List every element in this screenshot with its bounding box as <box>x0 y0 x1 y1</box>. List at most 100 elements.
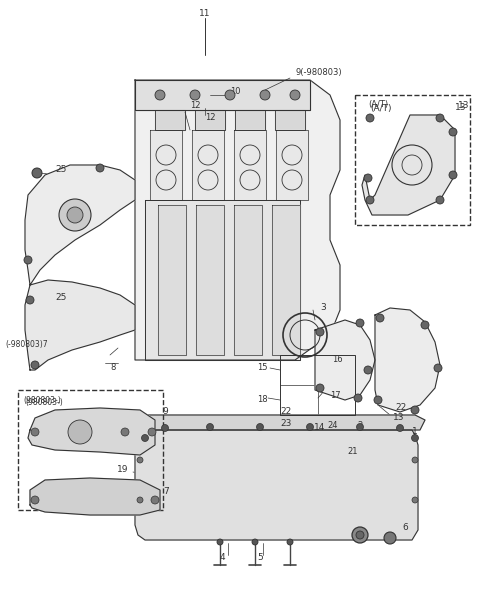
Text: (-980803)7: (-980803)7 <box>5 340 48 350</box>
Text: 23: 23 <box>281 418 292 428</box>
Circle shape <box>436 196 444 204</box>
Text: 25: 25 <box>55 293 66 301</box>
Circle shape <box>316 384 324 392</box>
Text: 21: 21 <box>348 447 358 456</box>
Circle shape <box>366 196 374 204</box>
Polygon shape <box>135 80 310 110</box>
Circle shape <box>137 457 143 463</box>
Polygon shape <box>155 110 185 130</box>
Circle shape <box>142 434 148 442</box>
Polygon shape <box>135 430 418 540</box>
Polygon shape <box>128 415 425 430</box>
Circle shape <box>290 90 300 100</box>
Circle shape <box>260 90 270 100</box>
Circle shape <box>449 171 457 179</box>
Circle shape <box>68 420 92 444</box>
Polygon shape <box>315 320 375 400</box>
Circle shape <box>148 428 156 436</box>
Text: 25: 25 <box>55 165 66 174</box>
Text: 9: 9 <box>162 407 168 417</box>
Circle shape <box>151 496 159 504</box>
Circle shape <box>256 423 264 431</box>
Text: 10: 10 <box>230 87 240 96</box>
Circle shape <box>225 90 235 100</box>
Circle shape <box>364 174 372 182</box>
Polygon shape <box>192 130 224 200</box>
Text: 6: 6 <box>402 523 408 531</box>
Text: 20: 20 <box>117 484 128 492</box>
Circle shape <box>67 207 83 223</box>
Polygon shape <box>234 205 262 355</box>
Circle shape <box>411 434 419 442</box>
Text: 8: 8 <box>110 364 115 373</box>
Circle shape <box>137 497 143 503</box>
Circle shape <box>121 428 129 436</box>
Circle shape <box>396 425 404 431</box>
Polygon shape <box>276 130 308 200</box>
Text: 3: 3 <box>320 303 326 312</box>
Circle shape <box>24 256 32 264</box>
Circle shape <box>411 406 419 414</box>
Text: (980803-): (980803-) <box>23 395 61 404</box>
Circle shape <box>161 425 168 431</box>
Circle shape <box>436 114 444 122</box>
Circle shape <box>384 532 396 544</box>
Text: 4: 4 <box>219 553 225 562</box>
Bar <box>280 355 355 415</box>
Circle shape <box>412 457 418 463</box>
Polygon shape <box>196 205 224 355</box>
Circle shape <box>434 364 442 372</box>
Text: 14: 14 <box>314 423 326 432</box>
Circle shape <box>374 396 382 404</box>
Text: 17: 17 <box>330 390 341 400</box>
Circle shape <box>252 539 258 545</box>
Circle shape <box>316 328 324 336</box>
Text: 13: 13 <box>455 104 467 112</box>
Text: 13: 13 <box>458 101 469 110</box>
Circle shape <box>366 114 374 122</box>
Circle shape <box>352 527 368 543</box>
Circle shape <box>31 361 39 369</box>
Circle shape <box>412 497 418 503</box>
Polygon shape <box>145 200 300 360</box>
Circle shape <box>31 428 39 436</box>
Text: 2: 2 <box>358 422 362 431</box>
Circle shape <box>307 423 313 431</box>
Text: 22: 22 <box>281 406 292 415</box>
Text: 7: 7 <box>163 487 169 497</box>
Polygon shape <box>362 115 455 215</box>
Bar <box>18 390 163 510</box>
Text: 18: 18 <box>257 395 268 404</box>
Polygon shape <box>158 205 186 355</box>
Text: 12: 12 <box>190 101 200 110</box>
Circle shape <box>376 314 384 322</box>
Circle shape <box>96 164 104 172</box>
Polygon shape <box>25 165 135 285</box>
Text: 12: 12 <box>205 113 215 123</box>
Polygon shape <box>25 280 135 370</box>
Text: 5: 5 <box>257 553 263 562</box>
Circle shape <box>206 423 214 431</box>
Polygon shape <box>195 110 225 130</box>
Polygon shape <box>135 80 340 360</box>
Text: 9(-980803): 9(-980803) <box>295 68 342 77</box>
Circle shape <box>354 394 362 402</box>
Text: 15: 15 <box>257 364 268 373</box>
Polygon shape <box>275 110 305 130</box>
Circle shape <box>26 296 34 304</box>
Circle shape <box>31 496 39 504</box>
Circle shape <box>357 423 363 431</box>
Text: 11: 11 <box>199 10 211 18</box>
Text: (980803-): (980803-) <box>25 398 63 407</box>
Circle shape <box>217 539 223 545</box>
Text: 24: 24 <box>327 422 338 431</box>
Circle shape <box>421 321 429 329</box>
Polygon shape <box>234 130 266 200</box>
Circle shape <box>32 168 42 178</box>
Text: 13: 13 <box>393 414 405 423</box>
Circle shape <box>356 319 364 327</box>
Polygon shape <box>30 478 160 515</box>
Polygon shape <box>375 308 440 412</box>
Bar <box>355 95 470 225</box>
Circle shape <box>449 128 457 136</box>
